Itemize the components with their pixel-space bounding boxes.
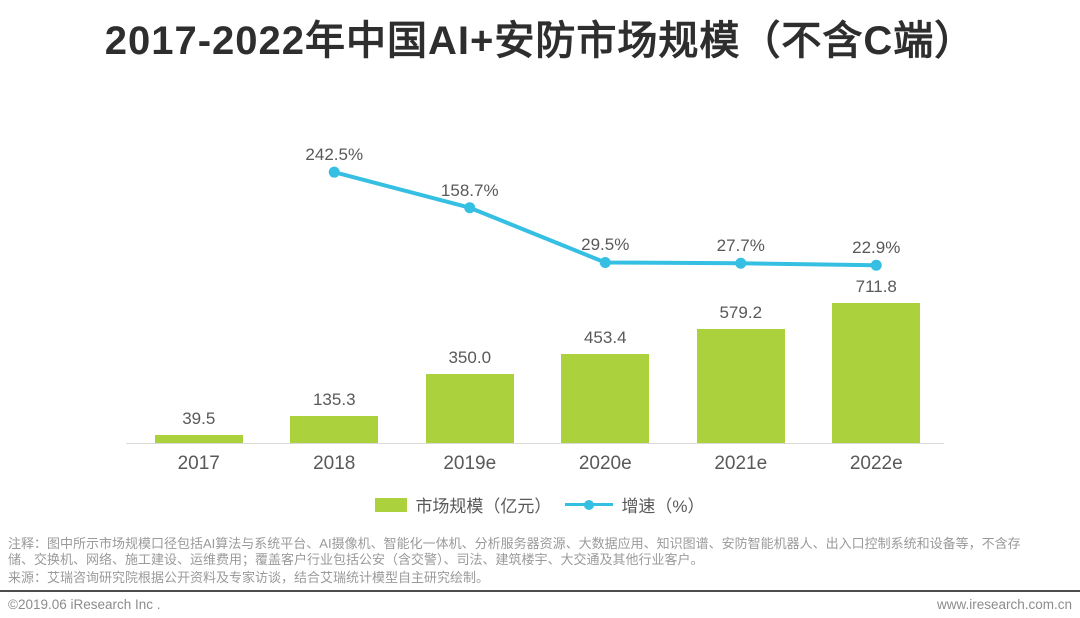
bar-2019e xyxy=(425,374,514,443)
legend-label-market-size: 市场规模（亿元） xyxy=(415,497,552,516)
bar-value-label: 579.2 xyxy=(719,303,763,322)
bar-value-label: 135.3 xyxy=(312,390,356,409)
bar-value-label: 711.8 xyxy=(855,277,897,296)
line-point xyxy=(870,259,882,271)
legend-item-growth: 增速（%） xyxy=(565,492,705,517)
note-source: 来源：艾瑞咨询研究院根据公开资料及专家访谈，结合艾瑞统计模型自主研究绘制。 xyxy=(8,569,490,585)
line-value-label: 22.9% xyxy=(852,238,901,258)
website-text: www.iresearch.com.cn xyxy=(936,597,1072,612)
line-point xyxy=(599,256,611,268)
line-value-label: 29.5% xyxy=(581,235,630,255)
note-annotation: 注释：图中所示市场规模口径包括AI算法与系统平台、AI摄像机、智能化一体机、分析… xyxy=(8,536,1021,567)
line-point xyxy=(735,257,747,269)
line-value-label: 242.5% xyxy=(305,145,364,165)
line-point xyxy=(464,202,476,214)
x-tick-2017: 2017 xyxy=(177,453,220,474)
line-value-label: 27.7% xyxy=(716,236,765,256)
x-tick-2020e: 2020e xyxy=(578,453,632,474)
legend-item-market-size: 市场规模（亿元） xyxy=(375,492,551,517)
bar-2022e xyxy=(832,303,921,443)
chart-title: 2017-2022年中国AI+安防市场规模（不含C端） xyxy=(104,19,976,63)
x-tick-2018: 2018 xyxy=(313,453,356,474)
x-tick-2022e: 2022e xyxy=(849,453,903,474)
bar-value-label: 39.5 xyxy=(182,409,216,428)
bar-2021e xyxy=(696,329,785,443)
line-point xyxy=(328,166,340,178)
chart-legend: 市场规模（亿元） 增速（%） xyxy=(0,492,1080,517)
bar-value-label: 453.4 xyxy=(583,328,627,347)
copyright-text: ©2019.06 iResearch Inc . xyxy=(8,597,161,612)
line-swatch-icon xyxy=(565,498,614,512)
footer-divider xyxy=(0,590,1080,592)
growth-line-layer xyxy=(328,166,882,271)
line-value-label: 158.7% xyxy=(440,180,499,200)
chart-area: 39.5 2017 135.3 2018 242.5% 350.0 2019e 158.7% 4… xyxy=(0,110,1080,490)
bar-2018 xyxy=(290,416,379,443)
x-tick-2021e: 2021e xyxy=(714,453,768,474)
x-axis-line xyxy=(126,443,944,444)
bar-swatch-icon xyxy=(375,497,408,512)
bar-value-label: 350.0 xyxy=(448,348,492,367)
legend-label-growth: 增速（%） xyxy=(621,497,705,516)
bar-2020e xyxy=(561,354,650,443)
footnotes: 注释：图中所示市场规模口径包括AI算法与系统平台、AI摄像机、智能化一体机、分析… xyxy=(8,536,1028,586)
bar-2017 xyxy=(154,435,243,443)
x-tick-2019e: 2019e xyxy=(443,453,497,474)
